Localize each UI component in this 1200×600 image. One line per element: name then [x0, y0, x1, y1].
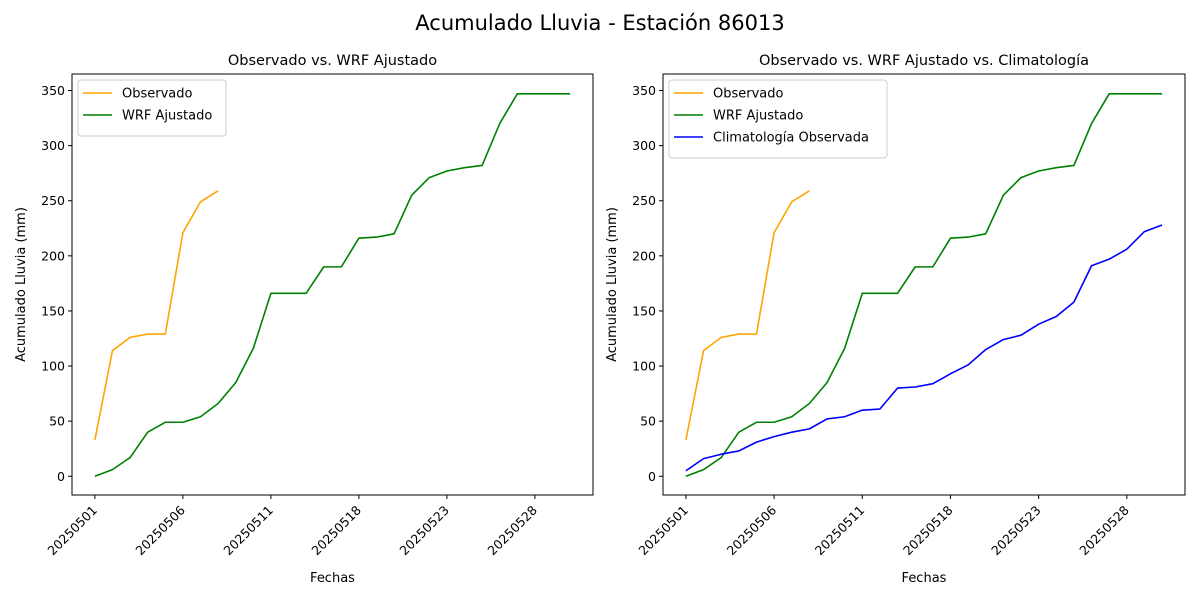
chart-title: Observado vs. WRF Ajustado vs. Climatolo…	[759, 53, 1089, 69]
plot-frame	[71, 73, 594, 496]
series-line-observado	[94, 190, 219, 441]
legend-box	[668, 79, 888, 159]
y-tick-label: 200	[41, 248, 65, 263]
chart-title: Observado vs. WRF Ajustado	[228, 53, 437, 69]
y-tick-label: 150	[41, 303, 65, 318]
x-tick-label: 20250528	[1076, 502, 1132, 558]
x-tick-label: 20250501	[44, 503, 100, 559]
y-tick-label: 150	[632, 303, 656, 318]
y-tick-label: 250	[41, 193, 65, 208]
legend-label: Climatología Observada	[713, 131, 869, 146]
series-line-clima	[685, 224, 1163, 472]
x-tick-label: 20250518	[308, 502, 364, 558]
x-axis-label: Fechas	[310, 571, 355, 586]
plot-frame	[662, 73, 1186, 496]
x-axis-label: Fechas	[902, 571, 947, 586]
x-tick-label: 20250501	[635, 503, 691, 559]
chart-left: Observado vs. WRF Ajustado 0 50 100 150 200 25…	[14, 53, 594, 586]
y-tick-label: 250	[632, 193, 656, 208]
y-tick-label: 350	[632, 83, 656, 98]
legend-label: Observado	[713, 87, 784, 102]
y-tick-label: 50	[640, 414, 656, 429]
series-line-wrf	[685, 93, 1163, 478]
legend-label: WRF Ajustado	[713, 109, 803, 124]
legend-label: WRF Ajustado	[122, 109, 212, 124]
x-tick-label: 20250523	[396, 503, 452, 559]
y-tick-label: 0	[57, 469, 65, 484]
y-tick-label: 350	[41, 83, 65, 98]
x-tick-label: 20250511	[220, 503, 276, 559]
x-tick-label: 20250518	[900, 502, 956, 558]
y-tick-label: 300	[632, 138, 656, 153]
series-line-wrf	[94, 93, 571, 478]
y-tick-label: 200	[632, 248, 656, 263]
chart-right: Observado vs. WRF Ajustado vs. Climatolo…	[605, 53, 1186, 586]
series-line-observado	[685, 190, 810, 441]
x-tick-label: 20250506	[132, 502, 188, 558]
x-tick-label: 20250506	[724, 502, 780, 558]
legend-box	[77, 79, 227, 137]
y-tick-label: 100	[41, 359, 65, 374]
y-axis-label: Acumulado Lluvia (mm)	[605, 207, 620, 362]
y-tick-label: 300	[41, 138, 65, 153]
y-tick-label: 50	[49, 414, 65, 429]
y-axis-label: Acumulado Lluvia (mm)	[14, 207, 29, 362]
legend-label: Observado	[122, 87, 193, 102]
y-tick-label: 100	[632, 359, 656, 374]
figure-title: Acumulado Lluvia - Estación 86013	[415, 11, 784, 35]
y-tick-label: 0	[648, 469, 656, 484]
x-tick-label: 20250511	[812, 503, 868, 559]
x-tick-label: 20250528	[484, 502, 540, 558]
x-tick-label: 20250523	[988, 503, 1044, 559]
